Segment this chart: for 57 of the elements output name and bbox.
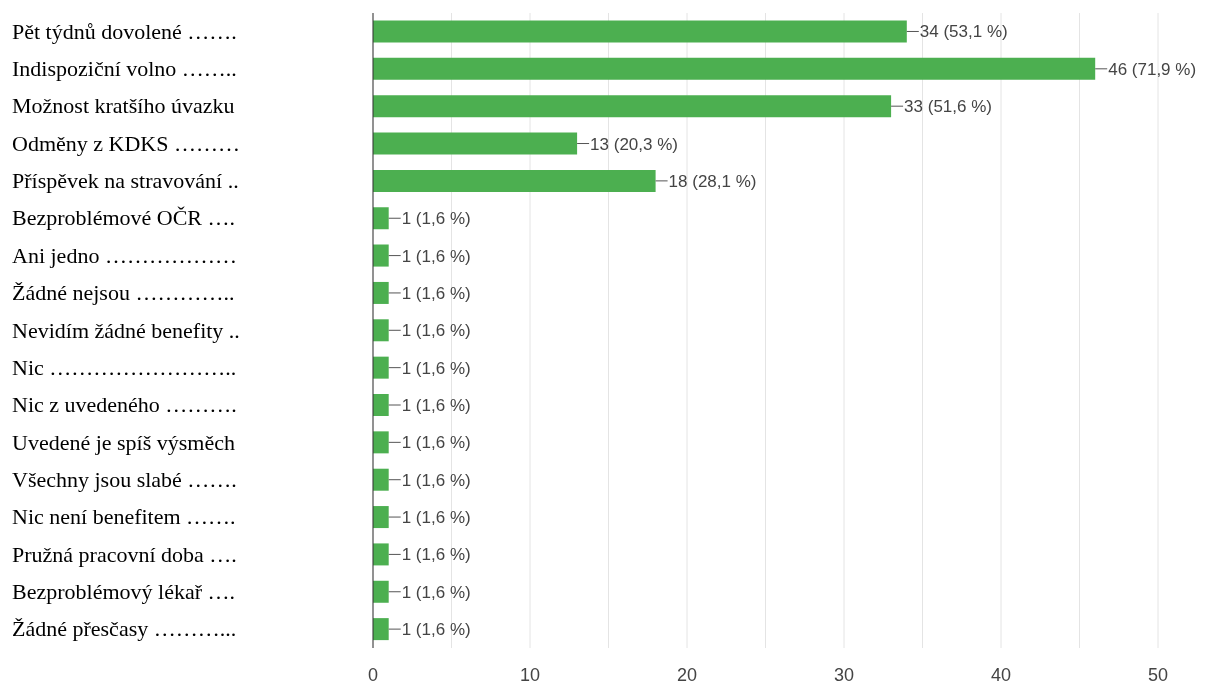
bar	[373, 319, 389, 342]
y-tick-label: Žádné přesčasy ………...	[12, 616, 237, 642]
y-tick-label: Nic ……………………..	[12, 354, 237, 380]
y-tick-label: Nevidím žádné benefity ..	[12, 317, 240, 343]
bar	[373, 618, 389, 641]
y-tick-label: Nic z uvedeného ……….	[12, 392, 237, 418]
data-label: 1 (1,6 %)	[401, 396, 471, 415]
bar	[373, 506, 389, 529]
bar	[373, 95, 892, 118]
y-tick-label: Uvedené je spíš výsměch	[12, 429, 235, 455]
bar	[373, 431, 389, 454]
y-tick-label: Pružná pracovní doba ….	[12, 541, 237, 567]
bar	[373, 57, 1096, 80]
bar	[373, 356, 389, 379]
y-tick-label: Pět týdnů dovolené …….	[12, 18, 237, 44]
y-tick-label: Žádné nejsou …………..	[12, 280, 235, 306]
bar	[373, 468, 389, 491]
y-tick-label: Možnost kratšího úvazku	[12, 93, 235, 119]
x-tick-label: 0	[367, 664, 379, 685]
bar	[373, 244, 389, 267]
y-tick-label: Indispoziční volno ……..	[12, 56, 237, 82]
bar	[373, 580, 389, 603]
y-tick-label: Příspěvek na stravování ..	[12, 168, 239, 194]
data-label: 33 (51,6 %)	[904, 97, 992, 117]
bar	[373, 543, 389, 566]
bar	[373, 132, 578, 155]
y-tick-label: Všechny jsou slabé …….	[12, 466, 237, 492]
data-label: 34 (53,1 %)	[919, 22, 1008, 42]
y-tick-label: Bezproblémové OČR ….	[12, 205, 236, 231]
data-label: 1 (1,6 %)	[401, 209, 471, 229]
data-label: 13 (20,3 %)	[590, 134, 678, 154]
bar	[373, 169, 656, 192]
data-label: 1 (1,6 %)	[401, 582, 471, 602]
data-label: 1 (1,6 %)	[401, 283, 471, 303]
data-label: 1 (1,6 %)	[401, 620, 471, 640]
x-tick-label: 40	[990, 664, 1012, 685]
data-label: 1 (1,6 %)	[401, 246, 471, 266]
x-tick-label: 30	[833, 664, 855, 685]
x-tick-label: 50	[1147, 664, 1169, 685]
bar	[373, 20, 907, 43]
data-label: 1 (1,6 %)	[401, 545, 471, 565]
y-tick-label: Odměny z KDKS ………	[12, 130, 240, 156]
data-label: 1 (1,6 %)	[401, 433, 471, 453]
bar	[373, 207, 389, 230]
bar	[373, 394, 389, 416]
data-label: 1 (1,6 %)	[401, 470, 471, 490]
x-tick-label: 10	[519, 664, 541, 685]
y-tick-label: Ani jedno ………………	[12, 242, 237, 268]
x-tick-label: 20	[676, 664, 698, 685]
data-label: 1 (1,6 %)	[401, 508, 471, 528]
data-label: 18 (28,1 %)	[668, 171, 757, 191]
data-label: 1 (1,6 %)	[401, 358, 471, 378]
y-tick-label: Nic není benefitem …….	[12, 504, 236, 530]
y-tick-label: Bezproblémový lékař ….	[12, 578, 235, 604]
data-label: 46 (71,9 %)	[1108, 59, 1197, 79]
data-label: 1 (1,6 %)	[401, 321, 471, 341]
bar	[373, 281, 389, 304]
